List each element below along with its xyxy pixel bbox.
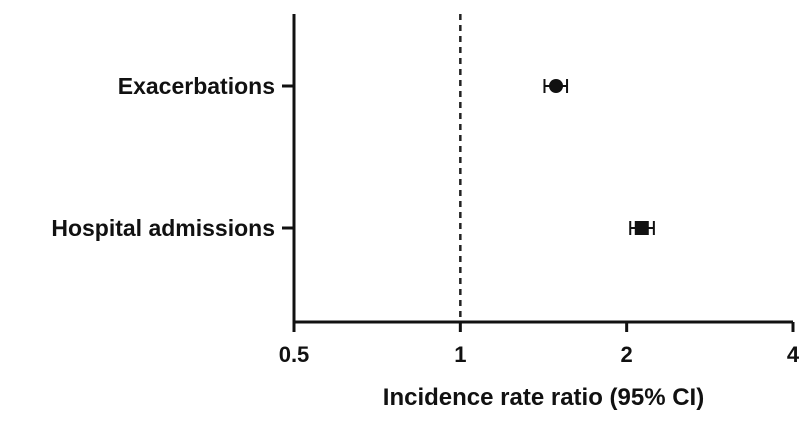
estimate-marker-circle xyxy=(549,79,564,93)
row-label: Exacerbations xyxy=(118,73,275,99)
x-tick-label: 1 xyxy=(454,342,466,367)
x-tick-label: 4 xyxy=(787,342,800,367)
x-tick-label: 2 xyxy=(621,342,633,367)
x-axis-title: Incidence rate ratio (95% CI) xyxy=(383,384,704,411)
estimate-marker-square xyxy=(634,221,649,235)
row-label: Hospital admissions xyxy=(51,215,275,241)
x-tick-label: 0.5 xyxy=(279,342,310,367)
